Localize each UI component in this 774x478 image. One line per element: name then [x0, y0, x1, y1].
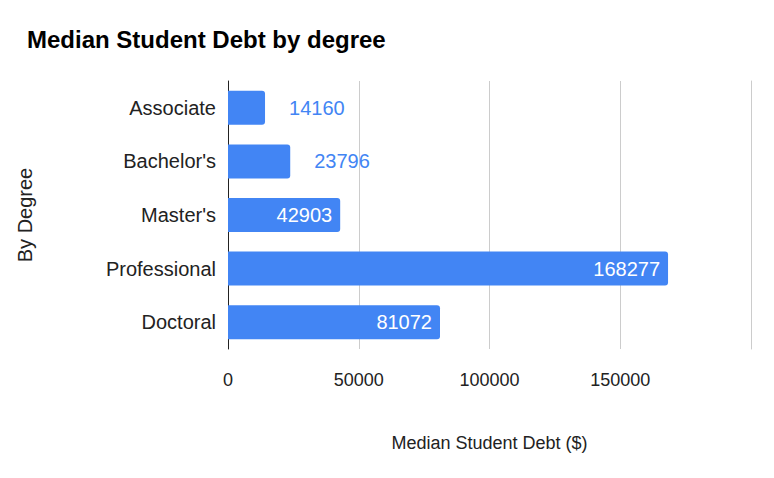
svg-text:168277: 168277	[593, 258, 660, 280]
svg-text:81072: 81072	[376, 311, 432, 333]
svg-text:Associate: Associate	[129, 97, 216, 119]
svg-text:14160: 14160	[289, 97, 345, 119]
svg-text:By Degree: By Degree	[14, 168, 36, 263]
svg-text:Bachelor's: Bachelor's	[123, 150, 216, 172]
svg-text:Median Student Debt by degree: Median Student Debt by degree	[27, 26, 386, 53]
svg-text:42903: 42903	[277, 204, 333, 226]
svg-text:Median Student Debt ($): Median Student Debt ($)	[391, 433, 587, 453]
svg-text:0: 0	[223, 370, 233, 390]
svg-text:Professional: Professional	[106, 258, 216, 280]
svg-text:50000: 50000	[334, 370, 384, 390]
svg-text:Doctoral: Doctoral	[142, 311, 216, 333]
svg-text:150000: 150000	[590, 370, 650, 390]
svg-text:23796: 23796	[314, 150, 370, 172]
svg-text:100000: 100000	[459, 370, 519, 390]
svg-text:Master's: Master's	[141, 204, 216, 226]
